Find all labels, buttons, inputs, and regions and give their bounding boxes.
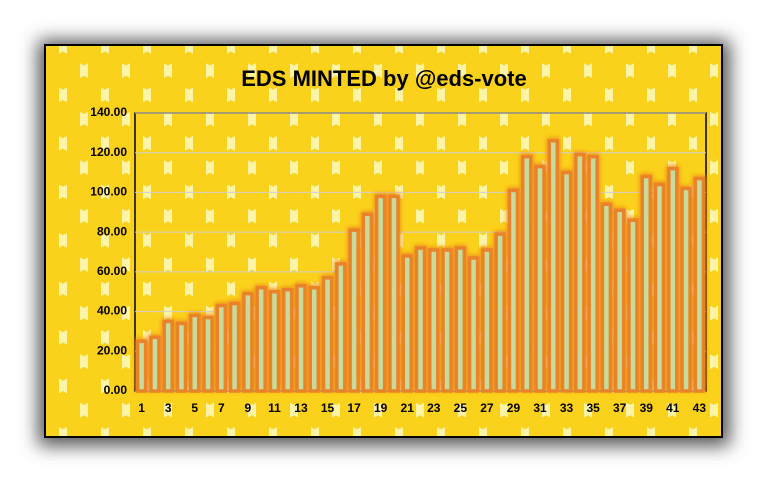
- x-tick-label: 31: [533, 401, 547, 415]
- y-tick-label: 60.00: [97, 264, 127, 278]
- bar: [202, 315, 214, 393]
- bar: [374, 194, 387, 393]
- bar: [281, 287, 294, 393]
- y-tick-label: 40.00: [97, 304, 127, 318]
- bar: [348, 228, 360, 393]
- chart-title: EDS MINTED by @eds-vote: [241, 66, 527, 91]
- bar: [653, 182, 666, 393]
- x-tick-label: 7: [218, 401, 225, 415]
- bar: [627, 218, 639, 393]
- bar: [507, 188, 520, 393]
- x-tick-label: 3: [165, 401, 172, 415]
- bar: [228, 301, 241, 393]
- bar: [308, 285, 321, 393]
- bar: [547, 139, 560, 393]
- x-tick-label: 1: [138, 401, 145, 415]
- x-tick-label: 25: [454, 401, 468, 415]
- bar: [574, 152, 586, 393]
- x-tick-label: 33: [560, 401, 574, 415]
- bar: [693, 176, 706, 393]
- bar: [189, 313, 201, 393]
- bar: [135, 339, 148, 393]
- x-tick-label: 19: [374, 401, 388, 415]
- bar: [149, 335, 161, 393]
- x-tick-label: 43: [693, 401, 707, 415]
- bar: [295, 284, 307, 393]
- y-tick-label: 100.00: [90, 185, 127, 199]
- bar: [454, 246, 467, 393]
- bar: [667, 166, 679, 393]
- bar: [560, 170, 573, 393]
- x-tick-label: 29: [507, 401, 521, 415]
- bar: [215, 303, 228, 393]
- bar: [494, 232, 506, 393]
- y-tick-label: 140.00: [90, 105, 127, 119]
- bar: [428, 248, 440, 393]
- x-tick-label: 37: [613, 401, 627, 415]
- y-tick-label: 0.00: [104, 383, 128, 397]
- x-tick-label: 15: [321, 401, 335, 415]
- bar: [321, 276, 334, 393]
- x-tick-label: 27: [480, 401, 494, 415]
- bar: [467, 256, 480, 393]
- bar: [162, 319, 174, 393]
- bar: [520, 154, 533, 393]
- x-tick-label: 9: [245, 401, 252, 415]
- labels: 0.00 20.00 40.00 60.00 80.00 100.00 120.00 140.…: [90, 105, 706, 415]
- x-tick-label: 13: [294, 401, 308, 415]
- bar: [401, 254, 413, 393]
- x-tick-label: 17: [347, 401, 361, 415]
- y-tick-label: 120.00: [90, 145, 127, 159]
- bar: [441, 248, 453, 393]
- bar: [600, 202, 613, 393]
- y-tick-label: 80.00: [97, 224, 127, 238]
- bar: [242, 291, 254, 393]
- bar: [414, 246, 427, 393]
- bar: [613, 208, 626, 393]
- bar: [255, 285, 267, 393]
- bar: [640, 174, 652, 393]
- bar: [335, 262, 347, 393]
- bar: [268, 289, 281, 393]
- bar: [361, 212, 374, 393]
- y-tick-label: 20.00: [97, 343, 127, 357]
- bar: [680, 186, 692, 393]
- x-tick-label: 11: [268, 401, 281, 415]
- bar: [175, 321, 188, 393]
- x-tick-label: 41: [666, 401, 680, 415]
- bar: [388, 194, 400, 393]
- bar: [534, 164, 546, 393]
- bars: [135, 137, 706, 393]
- x-tick-label: 39: [640, 401, 654, 415]
- x-tick-label: 35: [586, 401, 600, 415]
- bar: [481, 248, 493, 393]
- bar: [587, 154, 599, 393]
- x-tick-label: 23: [427, 401, 441, 415]
- x-tick-label: 21: [401, 401, 415, 415]
- x-tick-label: 5: [191, 401, 198, 415]
